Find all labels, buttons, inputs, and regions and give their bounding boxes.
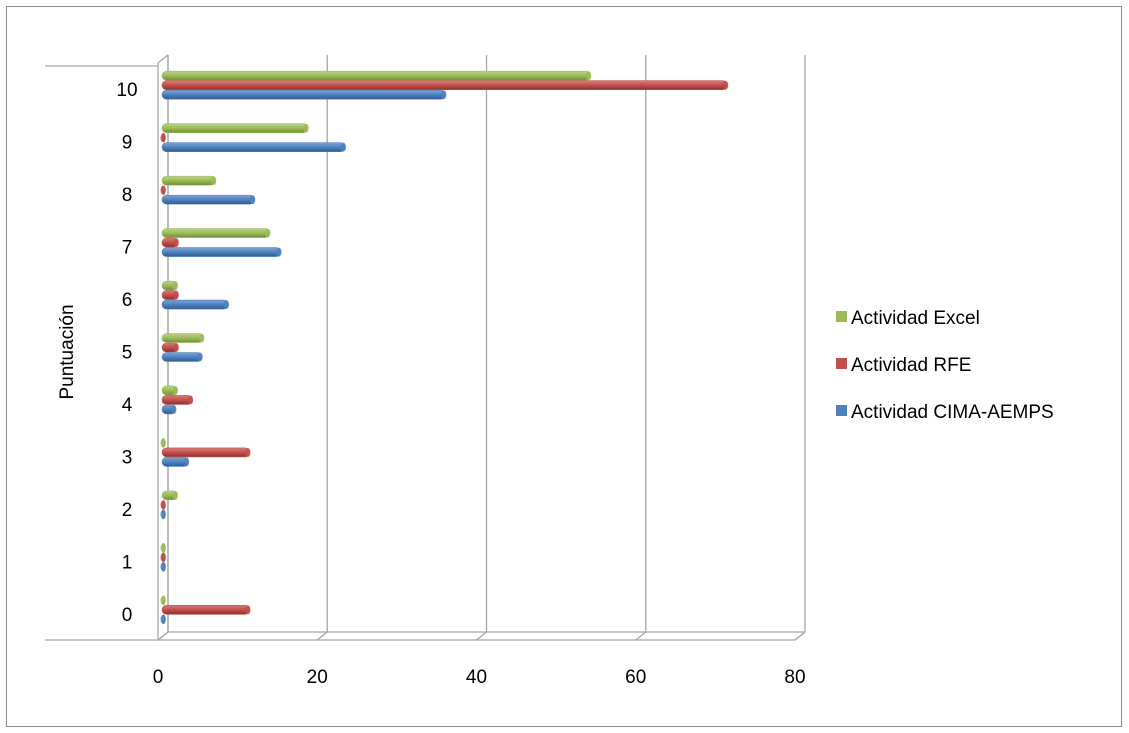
x-tick-label: 20 [307,667,328,688]
legend-item: Actividad Excel [836,308,980,329]
bar-actividad-cima-aemps-7 [161,247,282,257]
x-tick-labels: 0 20 40 60 80 [153,667,806,688]
legend-swatch [836,405,847,416]
bar-actividad-cima-aemps-6 [161,299,229,310]
y-tick-label: 5 [122,343,133,364]
y-tick-label: 2 [122,500,133,521]
bar-actividad-excel-7 [161,228,271,238]
y-axis-label: Puntuación [57,304,78,399]
legend-item: Actividad RFE [836,355,971,376]
legend-item: Actividad CIMA-AEMPS [836,402,1054,423]
bar-actividad-excel-4 [161,385,179,396]
legend-label: Actividad Excel [851,308,980,329]
legend-swatch [836,311,847,322]
bar-actividad-excel-3 [160,438,166,448]
bar-actividad-rfe-1 [160,552,166,563]
bar-actividad-rfe-6 [161,290,179,300]
bar-actividad-rfe-10 [161,80,729,91]
chart-walls [45,54,806,642]
y-tick-label: 4 [122,395,133,416]
y-tick-label: 8 [122,185,133,206]
bar-actividad-excel-5 [161,333,205,343]
bar-actividad-excel-2 [161,490,179,501]
gridline-floor [476,631,487,641]
legend-label: Actividad CIMA-AEMPS [851,402,1054,423]
bar-actividad-rfe-4 [161,395,194,405]
bar-actividad-cima-aemps-0 [160,614,166,625]
y-tick-label: 7 [122,238,133,259]
gridline-floor [316,631,328,641]
bar-actividad-cima-aemps-3 [161,457,190,467]
bar-actividad-rfe-5 [161,342,179,353]
y-tick-label: 10 [116,80,137,101]
gridline-floor [157,631,169,641]
x-tick-label: 0 [153,667,164,688]
x-tick-label: 60 [625,667,646,688]
gridline-floor [794,631,806,641]
y-tick-label: 3 [122,447,133,468]
bar-actividad-rfe-2 [160,500,166,510]
bars [160,70,729,625]
x-tick-label: 80 [784,667,805,688]
bar-actividad-cima-aemps-4 [161,404,177,415]
legend-label: Actividad RFE [851,355,971,376]
bar-actividad-cima-aemps-1 [160,562,166,572]
x-tick-label: 40 [466,667,487,688]
bar-actividad-excel-8 [161,175,217,186]
y-tick-label: 6 [122,290,133,311]
y-tick-label: 9 [122,133,133,154]
y-tick-labels: 0 1 2 3 4 5 6 7 8 9 10 [116,80,137,626]
gridline-floor [635,631,647,641]
bar-actividad-rfe-8 [160,185,166,195]
bar-actividad-excel-9 [161,123,309,133]
bar-actividad-rfe-3 [161,447,251,458]
legend: Actividad Excel Actividad RFE Actividad CI… [836,308,1054,423]
bar-actividad-rfe-9 [160,132,166,143]
bar-actividad-excel-10 [161,70,592,81]
bar-actividad-cima-aemps-10 [161,89,447,100]
bar-actividad-cima-aemps-5 [161,352,203,362]
bar-actividad-rfe-0 [161,604,251,615]
y-tick-label: 1 [122,552,133,573]
bar-actividad-cima-aemps-9 [161,142,347,152]
bar-actividad-excel-6 [161,280,179,291]
bar-actividad-cima-aemps-2 [160,509,166,520]
bar-actividad-cima-aemps-8 [161,194,256,205]
bar-actividad-excel-0 [160,595,166,606]
bar-actividad-excel-1 [160,543,166,553]
legend-swatch [836,358,847,369]
bar-actividad-rfe-7 [161,237,179,248]
y-tick-label: 0 [122,605,133,626]
